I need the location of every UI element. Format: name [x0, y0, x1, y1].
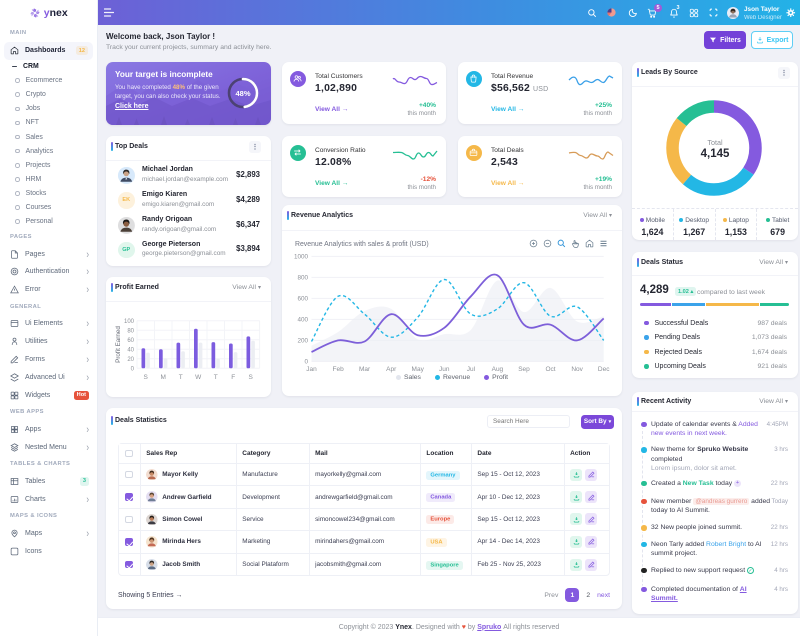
svg-text:Feb: Feb: [332, 366, 344, 373]
svg-text:Jun: Jun: [439, 366, 450, 373]
svg-text:400: 400: [297, 317, 308, 324]
svg-text:0: 0: [131, 367, 135, 373]
svg-text:Mar: Mar: [359, 366, 371, 373]
svg-text:100: 100: [124, 319, 135, 325]
svg-text:Jul: Jul: [467, 366, 476, 373]
svg-text:Nov: Nov: [571, 366, 583, 373]
svg-text:Jan: Jan: [306, 366, 317, 373]
svg-text:Sep: Sep: [518, 366, 530, 373]
svg-text:60: 60: [127, 338, 134, 344]
svg-text:40: 40: [127, 347, 134, 353]
svg-text:20: 20: [127, 357, 134, 363]
svg-text:Profit Earned: Profit Earned: [115, 326, 122, 363]
svg-text:800: 800: [297, 275, 308, 282]
svg-text:May: May: [412, 366, 425, 373]
svg-text:0: 0: [304, 359, 308, 366]
svg-text:Apr: Apr: [386, 366, 397, 373]
svg-text:48%: 48%: [235, 88, 250, 97]
svg-text:Oct: Oct: [545, 366, 555, 373]
svg-text:S: S: [249, 374, 254, 381]
svg-text:T: T: [179, 374, 183, 381]
svg-text:200: 200: [297, 338, 308, 345]
svg-text:Aug: Aug: [492, 366, 504, 373]
svg-text:80: 80: [127, 328, 134, 334]
svg-text:S: S: [144, 374, 149, 381]
svg-text:W: W: [195, 374, 202, 381]
svg-text:M: M: [160, 374, 165, 381]
svg-text:Dec: Dec: [598, 366, 610, 373]
svg-text:F: F: [231, 374, 235, 381]
svg-text:1000: 1000: [294, 254, 309, 261]
svg-text:600: 600: [297, 296, 308, 303]
svg-text:T: T: [214, 374, 218, 381]
